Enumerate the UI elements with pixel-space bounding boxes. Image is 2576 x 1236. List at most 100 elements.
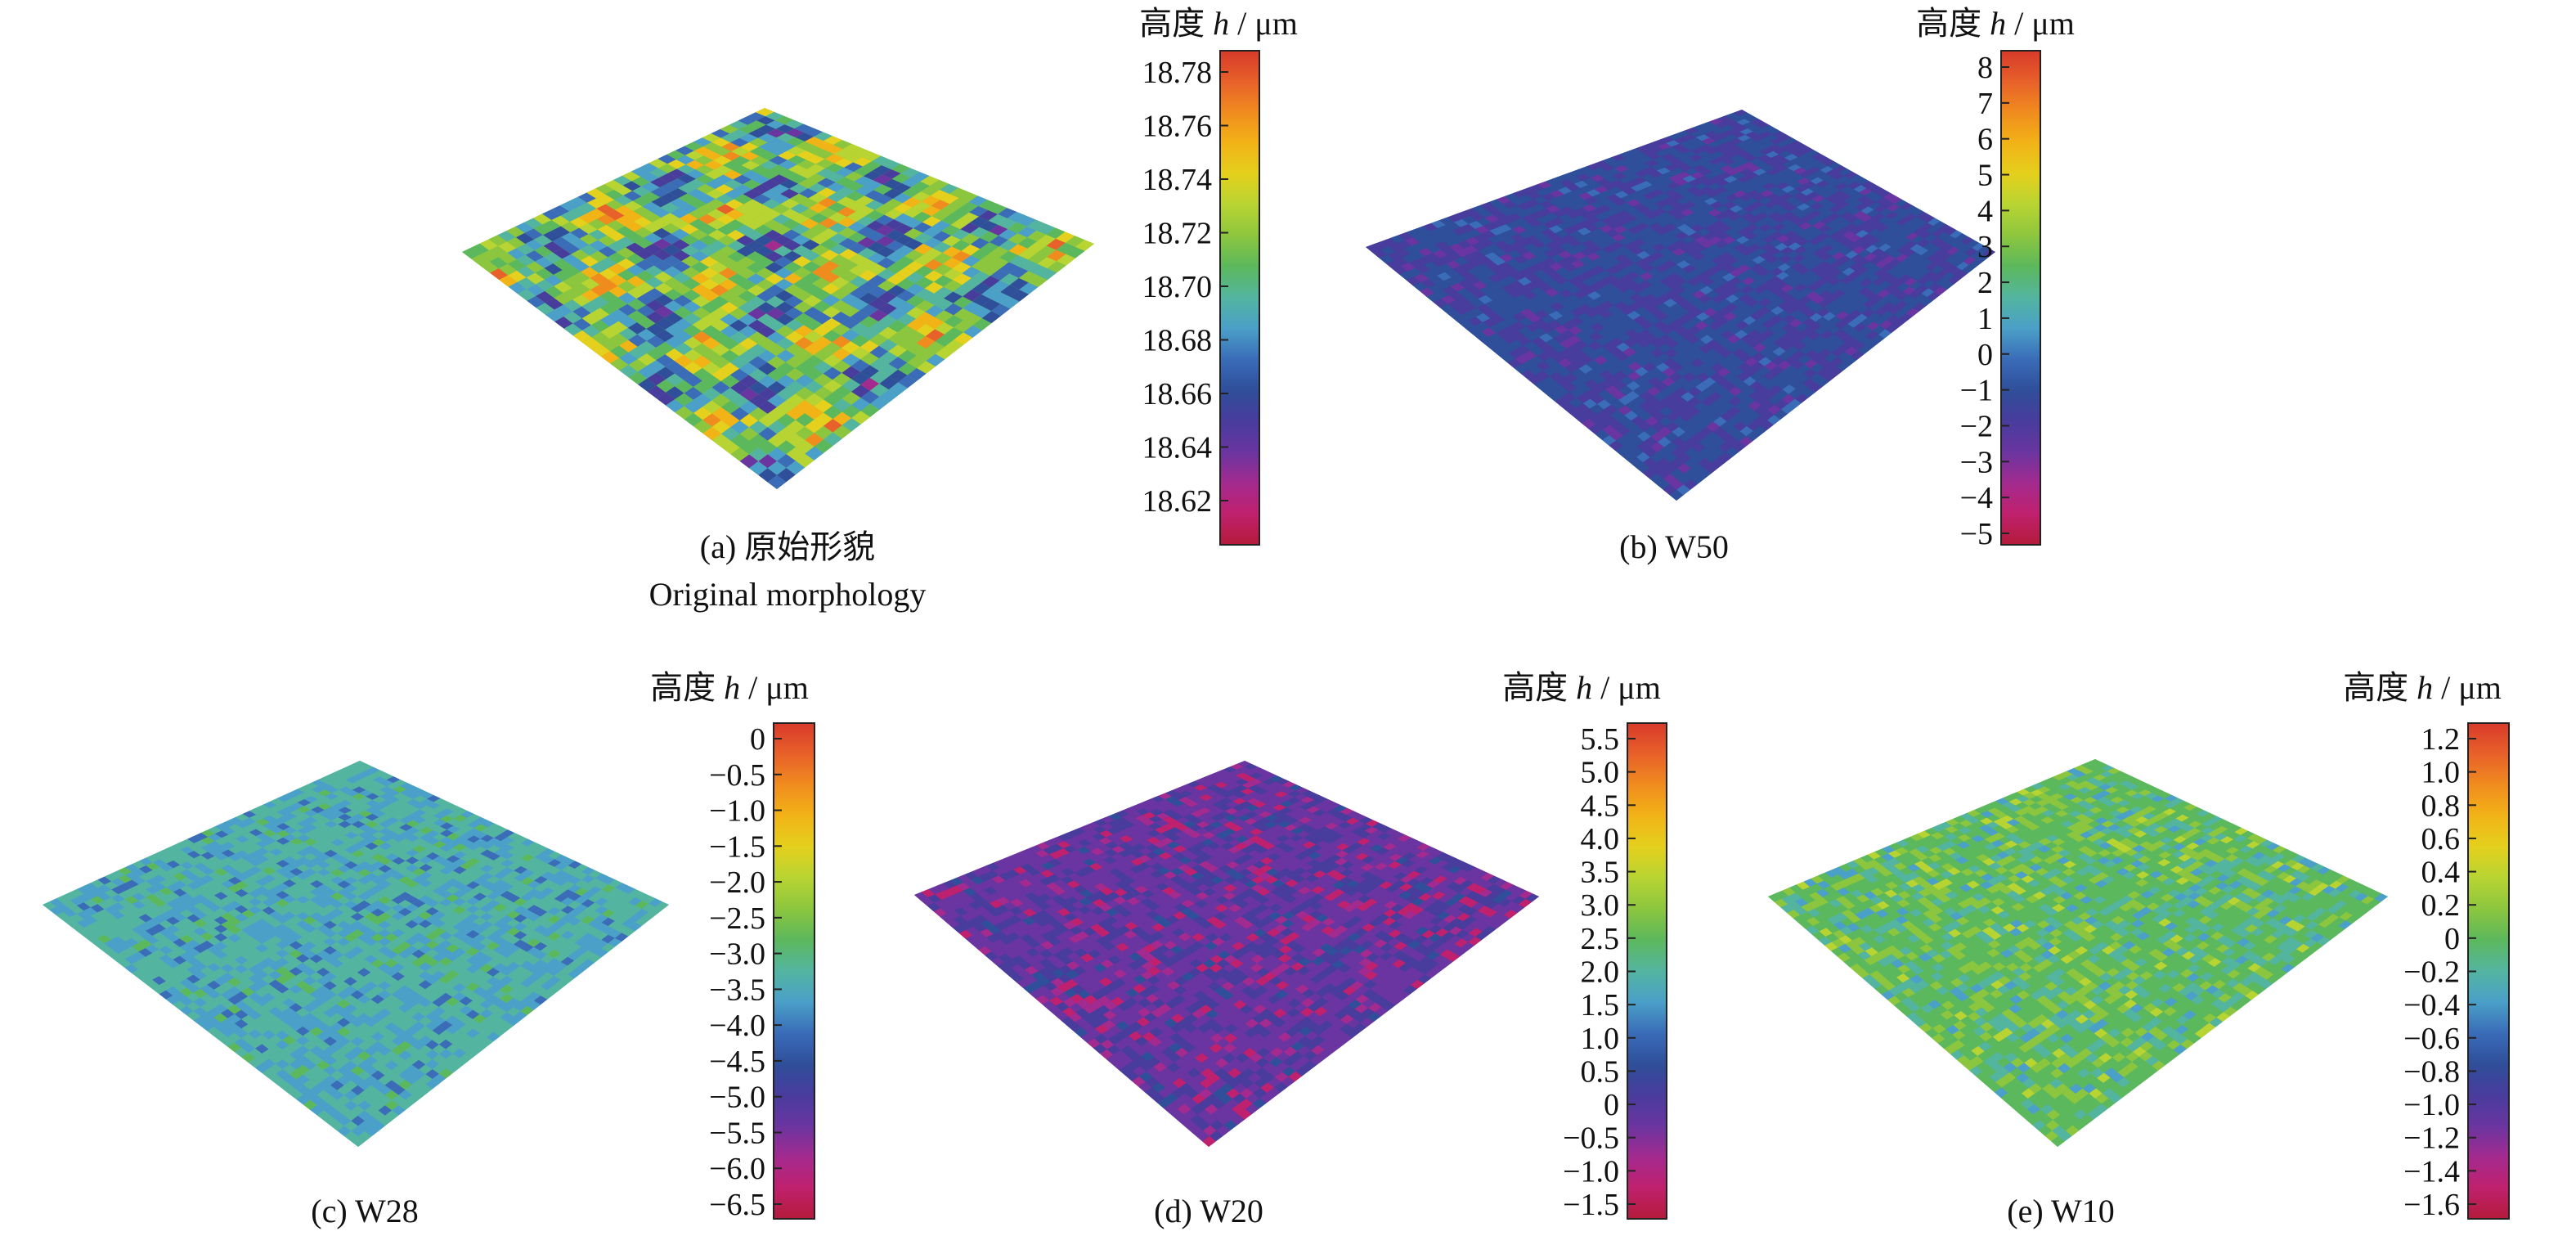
surface-cell bbox=[680, 213, 698, 224]
surface-cell bbox=[916, 324, 936, 336]
surface-cell bbox=[1762, 182, 1776, 190]
surface-cell bbox=[1636, 145, 1650, 153]
surface-cell bbox=[748, 137, 768, 147]
surface-cell bbox=[1833, 165, 1847, 173]
surface-cell bbox=[935, 334, 954, 347]
surface-cell bbox=[598, 235, 617, 246]
surface-cell bbox=[1611, 271, 1626, 280]
surface-cell bbox=[1778, 134, 1792, 142]
surface-cell bbox=[714, 165, 733, 175]
surface-cell bbox=[1682, 200, 1697, 209]
surface-cell bbox=[814, 373, 833, 387]
surface-cell bbox=[1710, 175, 1724, 183]
surface-cell bbox=[702, 413, 721, 427]
surface-cell bbox=[1727, 213, 1741, 221]
surface-cell bbox=[926, 329, 945, 342]
surface-cell bbox=[1668, 133, 1682, 141]
surface-cell bbox=[1684, 193, 1699, 201]
surface-cell bbox=[1785, 171, 1799, 178]
surface-cell bbox=[685, 160, 705, 170]
surface-cell bbox=[1732, 148, 1747, 155]
surface-cell bbox=[707, 209, 726, 220]
surface-cell bbox=[1709, 134, 1724, 142]
surface-cell bbox=[1510, 272, 1526, 281]
surface-cell bbox=[1793, 167, 1807, 175]
surface-cell bbox=[610, 345, 629, 358]
surface-cell bbox=[1694, 141, 1708, 148]
surface-cell bbox=[786, 447, 806, 461]
surface-cell bbox=[646, 335, 666, 348]
surface-cell bbox=[981, 276, 1000, 288]
surface-cell bbox=[553, 270, 572, 281]
surface-cell bbox=[711, 319, 729, 332]
surface-cell bbox=[808, 192, 828, 203]
surface-cell bbox=[850, 347, 870, 360]
surface-cell bbox=[729, 356, 749, 369]
surface-cell bbox=[1574, 281, 1589, 290]
surface-cell bbox=[1461, 216, 1477, 224]
surface-cell bbox=[842, 143, 862, 154]
surface-cell bbox=[730, 393, 749, 407]
surface-cell bbox=[788, 155, 806, 165]
surface-cell bbox=[699, 256, 719, 267]
surface-cell bbox=[1617, 158, 1631, 166]
surface-cell bbox=[1628, 191, 1643, 200]
surface-cell bbox=[748, 407, 768, 421]
surface-cell bbox=[895, 245, 914, 257]
surface-cell bbox=[776, 133, 796, 142]
surface-cell bbox=[989, 236, 1008, 247]
surface-cell bbox=[771, 194, 790, 205]
surface-cell bbox=[1497, 262, 1513, 271]
surface-cell bbox=[849, 276, 868, 288]
surface-cell bbox=[1474, 226, 1490, 234]
surface-cell bbox=[878, 351, 898, 364]
surface-cell bbox=[1690, 172, 1704, 179]
surface-cell bbox=[617, 269, 636, 281]
surface-cell bbox=[667, 169, 687, 179]
surface-cell bbox=[1524, 341, 1538, 351]
surface-cell bbox=[1656, 192, 1671, 200]
surface-cell bbox=[1452, 265, 1468, 275]
surface-cell bbox=[1647, 267, 1662, 276]
surface-cell bbox=[800, 218, 819, 229]
surface-cell bbox=[1683, 151, 1698, 158]
panel-b-colorbar-title: 高度 h / μm bbox=[1916, 5, 2075, 42]
surface-cell bbox=[1490, 314, 1506, 324]
surface-cell bbox=[924, 270, 944, 282]
surface-cell bbox=[617, 281, 636, 293]
surface-cell bbox=[1722, 158, 1736, 165]
surface-cell bbox=[721, 440, 740, 455]
surface-cell bbox=[1654, 235, 1667, 244]
surface-cell bbox=[833, 149, 853, 159]
surface-cell bbox=[730, 447, 750, 461]
surface-cell bbox=[678, 183, 697, 194]
surface-cell bbox=[1757, 178, 1770, 187]
surface-cell bbox=[972, 294, 991, 307]
surface-cell bbox=[1512, 263, 1527, 272]
surface-cell bbox=[923, 258, 943, 271]
surface-cell bbox=[1788, 164, 1802, 172]
surface-cell bbox=[693, 355, 712, 368]
surface-cell bbox=[1622, 162, 1637, 169]
surface-cell bbox=[1405, 237, 1420, 246]
surface-cell bbox=[781, 209, 801, 219]
surface-cell bbox=[1562, 199, 1577, 207]
surface-cell bbox=[720, 302, 738, 314]
surface-cell bbox=[707, 229, 727, 240]
surface-cell bbox=[922, 205, 941, 217]
surface-cell bbox=[632, 196, 652, 207]
surface-cell bbox=[721, 427, 740, 441]
surface-cell bbox=[738, 337, 758, 350]
surface-cell bbox=[804, 128, 824, 137]
surface-cell bbox=[1514, 218, 1528, 227]
surface-cell bbox=[1512, 312, 1528, 321]
surface-cell bbox=[1482, 268, 1497, 278]
surface-cell bbox=[1642, 166, 1657, 174]
surface-cell bbox=[824, 136, 842, 146]
surface-cell bbox=[675, 406, 693, 420]
surface-cell bbox=[801, 250, 821, 262]
surface-cell bbox=[1436, 233, 1451, 242]
surface-cell bbox=[777, 142, 797, 151]
surface-cell bbox=[824, 432, 842, 447]
surface-cell bbox=[598, 246, 617, 258]
